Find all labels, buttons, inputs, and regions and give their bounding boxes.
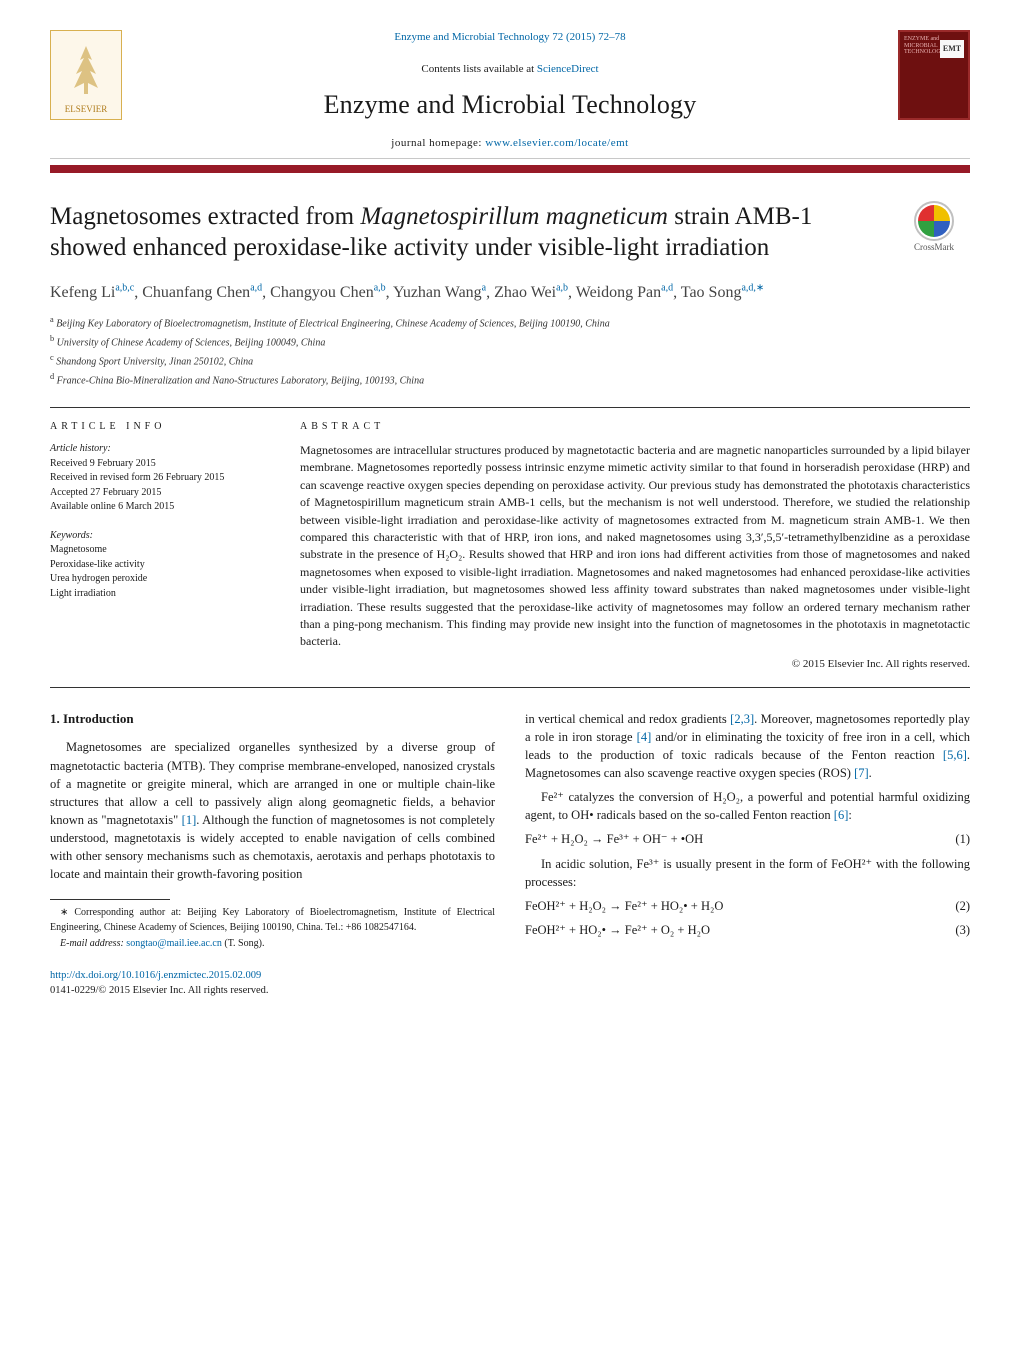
keyword-item: Magnetosome	[50, 543, 270, 558]
red-rule	[50, 165, 970, 173]
ref-link[interactable]: [4]	[637, 730, 652, 744]
contents-line: Contents lists available at ScienceDirec…	[142, 62, 878, 78]
keywords-block: Keywords: Magnetosome Peroxidase-like ac…	[50, 529, 270, 602]
eq-number: (2)	[955, 897, 970, 915]
eq-body: FeOH²⁺ + H₂O₂ → Fe²⁺ + HO₂• + H₂O	[525, 897, 723, 915]
history-item: Accepted 27 February 2015	[50, 486, 270, 501]
author-2: Chuanfang Chen	[142, 284, 250, 301]
contents-prefix: Contents lists available at	[421, 63, 536, 75]
body-columns: 1. Introduction Magnetosomes are special…	[50, 710, 970, 999]
history-item: Available online 6 March 2015	[50, 500, 270, 515]
affiliation-d: d France-China Bio-Mineralization and Na…	[50, 371, 970, 389]
homepage-prefix: journal homepage:	[391, 137, 485, 149]
eq-body: FeOH²⁺ + HO₂• → Fe²⁺ + O₂ + H₂O	[525, 921, 710, 939]
ref-link[interactable]: [7]	[854, 766, 869, 780]
journal-reference: Enzyme and Microbial Technology 72 (2015…	[142, 30, 878, 46]
equation-3: FeOH²⁺ + HO₂• → Fe²⁺ + O₂ + H₂O (3)	[525, 921, 970, 939]
corr-email-link[interactable]: songtao@mail.iee.ac.cn	[126, 938, 222, 949]
meta-rule	[50, 407, 970, 408]
history-label: Article history:	[50, 442, 270, 457]
title-block: CrossMark Magnetosomes extracted from Ma…	[50, 201, 970, 389]
equation-1: Fe²⁺ + H₂O₂ → Fe³⁺ + OH⁻ + •OH (1)	[525, 830, 970, 848]
author-7: Tao Song	[681, 284, 742, 301]
author-6-aff: a,d	[661, 283, 673, 294]
footnotes: ∗ Corresponding author at: Beijing Key L…	[50, 906, 495, 952]
author-5: Zhao Wei	[494, 284, 556, 301]
eq-number: (1)	[955, 830, 970, 848]
doi-link[interactable]: http://dx.doi.org/10.1016/j.enzmictec.20…	[50, 970, 261, 981]
journal-name: Enzyme and Microbial Technology	[142, 86, 878, 124]
crossmark-icon	[914, 201, 954, 241]
author-7-aff: a,d,∗	[741, 283, 764, 294]
journal-header: ELSEVIER Enzyme and Microbial Technology…	[50, 30, 970, 159]
abstract-label: abstract	[300, 420, 970, 435]
author-6: Weidong Pan	[576, 284, 661, 301]
keyword-item: Urea hydrogen peroxide	[50, 572, 270, 587]
author-2-aff: a,d	[250, 283, 262, 294]
crossmark-label: CrossMark	[914, 241, 954, 254]
col2-paragraph-1: in vertical chemical and redox gradients…	[525, 710, 970, 783]
history-block: Article history: Received 9 February 201…	[50, 442, 270, 515]
author-1: Kefeng Li	[50, 284, 115, 301]
col2-paragraph-3: In acidic solution, Fe³⁺ is usually pres…	[525, 855, 970, 891]
body-col-left: 1. Introduction Magnetosomes are special…	[50, 710, 495, 999]
elsevier-tree-icon	[66, 44, 106, 99]
header-center: Enzyme and Microbial Technology 72 (2015…	[122, 30, 898, 152]
body-col-right: in vertical chemical and redox gradients…	[525, 710, 970, 999]
intro-paragraph: Magnetosomes are specialized organelles …	[50, 738, 495, 883]
rights-line: 0141-0229/© 2015 Elsevier Inc. All right…	[50, 985, 269, 996]
journal-cover-thumb: ENZYME and MICROBIAL TECHNOLOGY EMT	[898, 30, 970, 120]
eq-number: (3)	[955, 921, 970, 939]
cover-text: ENZYME and MICROBIAL TECHNOLOGY	[904, 36, 945, 55]
author-4: Yuzhan Wang	[393, 284, 482, 301]
sciencedirect-link[interactable]: ScienceDirect	[537, 63, 599, 75]
keyword-item: Light irradiation	[50, 587, 270, 602]
keyword-item: Peroxidase-like activity	[50, 558, 270, 573]
footnote-rule	[50, 899, 170, 900]
elsevier-logo: ELSEVIER	[50, 30, 122, 120]
authors-line: Kefeng Lia,b,c, Chuanfang Chena,d, Chang…	[50, 281, 970, 304]
journal-homepage-link[interactable]: www.elsevier.com/locate/emt	[485, 137, 629, 149]
author-5-aff: a,b	[556, 283, 568, 294]
article-title: Magnetosomes extracted from Magnetospiri…	[50, 201, 970, 264]
crossmark-badge[interactable]: CrossMark	[898, 201, 970, 254]
affiliation-c: c Shandong Sport University, Jinan 25010…	[50, 352, 970, 370]
cover-badge: EMT	[940, 40, 964, 58]
title-ital: Magnetospirillum magneticum	[360, 203, 668, 230]
ref-link[interactable]: [1]	[182, 813, 197, 827]
author-3: Changyou Chen	[270, 284, 374, 301]
ref-link[interactable]: [6]	[834, 808, 849, 822]
equation-2: FeOH²⁺ + H₂O₂ → Fe²⁺ + HO₂• + H₂O (2)	[525, 897, 970, 915]
homepage-line: journal homepage: www.elsevier.com/locat…	[142, 136, 878, 152]
eq-body: Fe²⁺ + H₂O₂ → Fe³⁺ + OH⁻ + •OH	[525, 830, 703, 848]
title-pre: Magnetosomes extracted from	[50, 203, 360, 230]
keywords-label: Keywords:	[50, 529, 270, 544]
abstract-text: Magnetosomes are intracellular structure…	[300, 442, 970, 651]
history-item: Received in revised form 26 February 201…	[50, 471, 270, 486]
affiliations: a Beijing Key Laboratory of Bioelectroma…	[50, 314, 970, 388]
corr-footnote: ∗ Corresponding author at: Beijing Key L…	[50, 906, 495, 935]
article-info-label: article info	[50, 420, 270, 435]
history-item: Received 9 February 2015	[50, 457, 270, 472]
affiliation-a: a Beijing Key Laboratory of Bioelectroma…	[50, 314, 970, 332]
elsevier-label: ELSEVIER	[65, 103, 108, 116]
abstract-copyright: © 2015 Elsevier Inc. All rights reserved…	[300, 657, 970, 673]
abstract-col: abstract Magnetosomes are intracellular …	[300, 420, 970, 673]
ref-link[interactable]: [2,3]	[730, 712, 754, 726]
author-1-aff: a,b,c	[115, 283, 134, 294]
doi-block: http://dx.doi.org/10.1016/j.enzmictec.20…	[50, 968, 495, 998]
author-3-aff: a,b	[374, 283, 386, 294]
email-footnote: E-mail address: songtao@mail.iee.ac.cn (…	[50, 937, 495, 952]
article-info-col: article info Article history: Received 9…	[50, 420, 270, 673]
author-4-aff: a	[482, 283, 486, 294]
affiliation-b: b University of Chinese Academy of Scien…	[50, 333, 970, 351]
section-heading-intro: 1. Introduction	[50, 710, 495, 729]
ref-link[interactable]: [5,6]	[943, 748, 967, 762]
info-abstract-row: article info Article history: Received 9…	[50, 420, 970, 688]
col2-paragraph-2: Fe²⁺ catalyzes the conversion of H₂O₂, a…	[525, 788, 970, 824]
